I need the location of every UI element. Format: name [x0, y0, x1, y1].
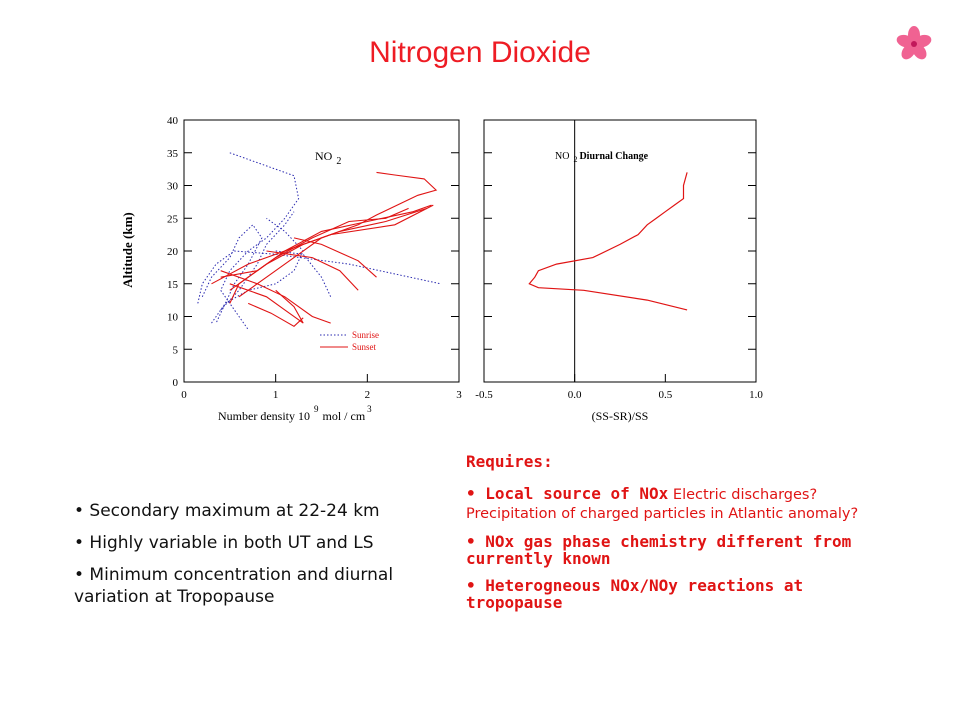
chart1-ylabel: Altitude (km)	[120, 212, 135, 287]
requires-heading: Requires:	[466, 452, 553, 471]
sunrise-profile-line	[220, 152, 300, 330]
sunset-profile-line	[229, 283, 304, 324]
bullet-highly-variable: • Highly variable in both UT and LS	[74, 533, 374, 553]
sunrise-profile-line	[197, 250, 441, 304]
chart2-xtick-label: 1.0	[749, 389, 763, 401]
diurnal-change-line	[528, 172, 688, 311]
chart1-ytick-label: 5	[173, 344, 179, 356]
flower-icon	[896, 26, 932, 60]
slide-title: Nitrogen Dioxide	[369, 36, 591, 69]
requires-item-heterogeneous: • Heterogneous NOx/NOy reactions at trop…	[466, 577, 906, 611]
chart1-ytick-label: 35	[167, 148, 179, 160]
chart1-ytick-label: 30	[167, 181, 179, 193]
bullet-secondary-maximum: • Secondary maximum at 22-24 km	[74, 501, 380, 521]
bullet-minimum-concentration: • Minimum concentration and diurnal vari…	[74, 565, 394, 607]
sunrise-profile-line	[220, 211, 295, 311]
chart2-ticks: -0.5 0.0 0.5 1.0	[475, 119, 763, 401]
requires-item-bold: • NOx gas phase chemistry different from…	[466, 532, 852, 568]
chart1-ytick-label: 15	[167, 279, 179, 291]
chart1-ytick-label: 10	[167, 312, 179, 324]
charts-figure: 0 5 10 15 20 25 30 35 40 0 1 2 3 NO 2 Altitude (km) N…	[120, 115, 763, 423]
sunset-profile-line	[266, 250, 359, 291]
requires-item-bold: • Heterogneous NOx/NOy reactions at trop…	[466, 576, 804, 612]
chart1-xtick-label: 3	[456, 389, 462, 401]
sunset-profile-line	[238, 171, 438, 298]
chart1-ytick-label: 25	[167, 213, 179, 225]
sunrise-profile-line	[275, 250, 332, 298]
chart1-xtick-label: 2	[365, 389, 371, 401]
chart2-xtick-label: 0.5	[658, 389, 672, 401]
left-bullet-list: • Secondary maximum at 22-24 km • Highly…	[74, 500, 434, 618]
sunset-profile-line	[211, 204, 434, 285]
chart1-profiles	[197, 152, 441, 330]
sunrise-profile-line	[211, 217, 304, 324]
requires-item-bold: • Local source of NOx	[466, 484, 669, 503]
chart1-legend: Sunrise Sunset	[320, 330, 379, 352]
chart1-xlabel: Number density 10 9 mol / cm 3	[218, 404, 372, 423]
chart2-profiles	[528, 172, 688, 311]
requires-item-detail: Electric discharges? Precipitation of ch…	[466, 487, 859, 522]
chart1-xtick-label: 1	[273, 389, 279, 401]
chart1-ticks: 0 5 10 15 20 25 30 35 40 0 1 2 3	[167, 115, 462, 401]
legend-sunset-label: Sunset	[352, 342, 377, 352]
sunset-profile-line	[293, 237, 377, 278]
chart1-ytick-label: 20	[167, 246, 179, 258]
sunset-profile-line	[220, 204, 432, 278]
requires-panel: Requires: • Local source of NOx Electric…	[466, 452, 906, 621]
requires-item-gas-phase: • NOx gas phase chemistry different from…	[466, 533, 906, 567]
chart2-xtick-label: -0.5	[475, 389, 493, 401]
chart1-xtick-label: 0	[181, 389, 187, 401]
chart1-ytick-label: 40	[167, 115, 179, 127]
sunset-profile-line	[229, 207, 409, 291]
chart2-xtick-label: 0.0	[568, 389, 582, 401]
no2-diurnal-chart: -0.5 0.0 0.5 1.0 NO 2 Diurnal Change (SS-SR)/…	[475, 119, 763, 423]
no2-chart: 0 5 10 15 20 25 30 35 40 0 1 2 3 NO 2 Altitude (km) N…	[120, 115, 462, 423]
chart1-ytick-label: 0	[173, 377, 179, 389]
legend-sunrise-label: Sunrise	[352, 330, 379, 340]
chart2-xlabel: (SS-SR)/SS	[592, 409, 649, 423]
sunset-profile-line	[247, 302, 304, 327]
chart1-title: NO 2	[315, 149, 341, 167]
sunset-profile-line	[220, 270, 331, 324]
requires-item-local-source: • Local source of NOx Electric discharge…	[466, 485, 906, 523]
sunset-profile-line	[229, 207, 428, 304]
chart2-title: NO 2 Diurnal Change	[555, 151, 649, 164]
sunrise-profile-line	[201, 224, 263, 324]
